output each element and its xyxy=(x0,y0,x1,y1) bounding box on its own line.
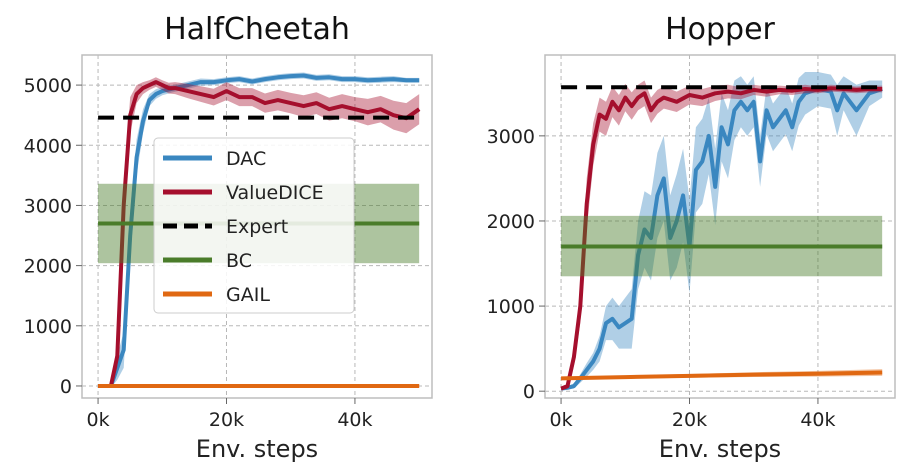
legend: DAC ValueDICE Expert BC GAIL xyxy=(153,137,355,314)
chart-panel-2: 0k 20k 40k 0 1000 2000 3000 Hopper Env. steps xyxy=(487,12,896,463)
dac-line xyxy=(560,87,883,391)
x-tick-label: 40k xyxy=(800,409,835,431)
y-tick-label: 0 xyxy=(523,381,535,403)
valuedice-line xyxy=(560,86,883,391)
x-axis-label: Env. steps xyxy=(659,435,781,463)
x-axis-label: Env. steps xyxy=(196,435,318,463)
y-tick-label: 5000 xyxy=(24,75,72,97)
y-tick-label: 0 xyxy=(60,376,72,398)
plot-frame xyxy=(544,54,896,399)
y-tick-label: 2000 xyxy=(487,211,535,233)
x-tick-label: 20k xyxy=(672,409,707,431)
legend-label-bc: BC xyxy=(226,250,252,272)
legend-box xyxy=(153,137,355,314)
valuedice-line xyxy=(98,80,421,388)
chart-title: Hopper xyxy=(665,12,775,47)
y-tick-label: 3000 xyxy=(24,195,72,217)
y-tick-label: 1000 xyxy=(24,316,72,338)
x-tick-label: 20k xyxy=(209,409,244,431)
dac-line xyxy=(98,73,420,388)
x-tick-label: 0k xyxy=(87,409,110,431)
x-tick-label: 0k xyxy=(550,409,573,431)
y-tick-label: 2000 xyxy=(24,256,72,278)
y-tick-label: 1000 xyxy=(487,296,535,318)
plot-area xyxy=(560,72,883,391)
legend-label-valuedice: ValueDICE xyxy=(226,182,324,204)
y-tick-label: 3000 xyxy=(487,126,535,148)
gail-line xyxy=(561,370,883,381)
legend-label-gail: GAIL xyxy=(226,284,270,306)
legend-label-expert: Expert xyxy=(226,216,288,238)
y-tick-label: 4000 xyxy=(24,135,72,157)
plot-frame xyxy=(81,54,433,399)
chart-title: HalfCheetah xyxy=(164,12,350,47)
x-tick-label: 40k xyxy=(337,409,372,431)
legend-label-dac: DAC xyxy=(226,148,266,170)
